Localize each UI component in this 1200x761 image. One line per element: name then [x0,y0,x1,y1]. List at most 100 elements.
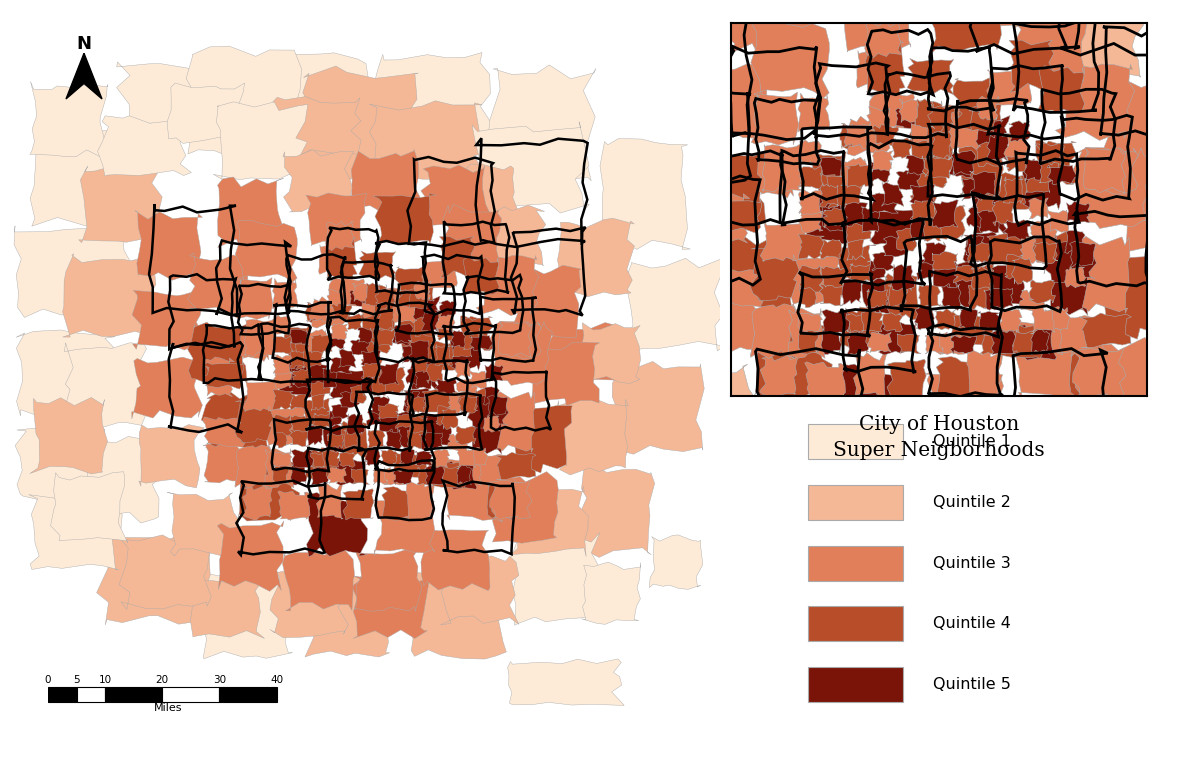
Polygon shape [398,448,414,466]
Polygon shape [396,302,415,323]
Polygon shape [914,306,935,330]
Polygon shape [307,425,323,445]
Polygon shape [965,351,1003,400]
Polygon shape [479,392,535,453]
Polygon shape [66,53,84,99]
Polygon shape [434,344,451,365]
Polygon shape [977,311,1001,330]
Polygon shape [472,122,589,214]
Polygon shape [751,20,829,98]
Polygon shape [604,418,720,511]
Polygon shape [799,140,821,165]
Polygon shape [872,125,899,147]
Polygon shape [16,428,108,501]
Polygon shape [1012,0,1087,81]
Polygon shape [290,463,307,486]
Polygon shape [990,330,1016,355]
Polygon shape [1030,280,1056,304]
Polygon shape [272,465,289,485]
Polygon shape [986,70,1032,105]
Polygon shape [365,447,380,466]
Polygon shape [1026,170,1051,193]
Polygon shape [799,266,823,292]
Polygon shape [478,205,546,266]
Polygon shape [352,149,420,212]
Polygon shape [289,428,310,447]
Polygon shape [544,323,622,383]
Polygon shape [1015,321,1091,402]
Polygon shape [882,313,902,332]
Polygon shape [1099,77,1188,168]
Polygon shape [455,361,470,378]
Polygon shape [985,410,1073,488]
Polygon shape [474,158,599,269]
Polygon shape [341,421,368,458]
Polygon shape [846,218,871,243]
Polygon shape [361,303,377,319]
Polygon shape [496,452,536,479]
Polygon shape [268,406,310,449]
Polygon shape [214,102,308,180]
Polygon shape [1003,176,1024,203]
Polygon shape [402,345,419,364]
Polygon shape [1072,337,1159,428]
Polygon shape [846,314,870,333]
Polygon shape [1073,348,1126,398]
Polygon shape [869,93,914,129]
Polygon shape [456,378,478,393]
Polygon shape [827,174,863,221]
Polygon shape [275,357,314,397]
Polygon shape [869,161,892,183]
Polygon shape [382,486,418,521]
Polygon shape [469,336,493,351]
Polygon shape [953,77,1004,123]
Polygon shape [1031,330,1050,355]
Polygon shape [862,278,905,314]
Polygon shape [416,467,438,485]
Bar [808,667,902,702]
Polygon shape [868,258,887,281]
Polygon shape [949,156,972,177]
Polygon shape [1086,147,1138,194]
Polygon shape [139,425,204,488]
Polygon shape [311,334,334,353]
Polygon shape [1188,452,1200,530]
Polygon shape [1031,220,1057,238]
Polygon shape [1024,159,1045,181]
Polygon shape [410,296,440,334]
Polygon shape [510,406,572,473]
Polygon shape [892,138,912,158]
Polygon shape [372,193,437,247]
Polygon shape [302,568,395,657]
Polygon shape [335,459,367,486]
Polygon shape [353,548,421,612]
Polygon shape [326,467,347,483]
Polygon shape [347,413,365,435]
Polygon shape [325,221,354,250]
Polygon shape [1003,220,1031,240]
Polygon shape [283,150,354,212]
Polygon shape [1064,231,1085,255]
Polygon shape [436,406,451,426]
Polygon shape [980,332,1007,355]
Polygon shape [866,289,888,308]
Polygon shape [421,310,440,333]
Polygon shape [978,210,1000,233]
Polygon shape [900,434,986,514]
Polygon shape [899,100,919,123]
Polygon shape [1013,330,1037,354]
Polygon shape [437,320,455,340]
Polygon shape [821,266,846,289]
Polygon shape [812,151,848,186]
Polygon shape [952,312,992,349]
Polygon shape [836,307,883,349]
Polygon shape [370,100,486,180]
Polygon shape [350,339,370,355]
Polygon shape [691,469,788,549]
Polygon shape [331,404,349,419]
Polygon shape [750,247,804,301]
Polygon shape [167,83,245,143]
Polygon shape [290,448,313,468]
Polygon shape [533,62,652,167]
Polygon shape [865,21,901,58]
